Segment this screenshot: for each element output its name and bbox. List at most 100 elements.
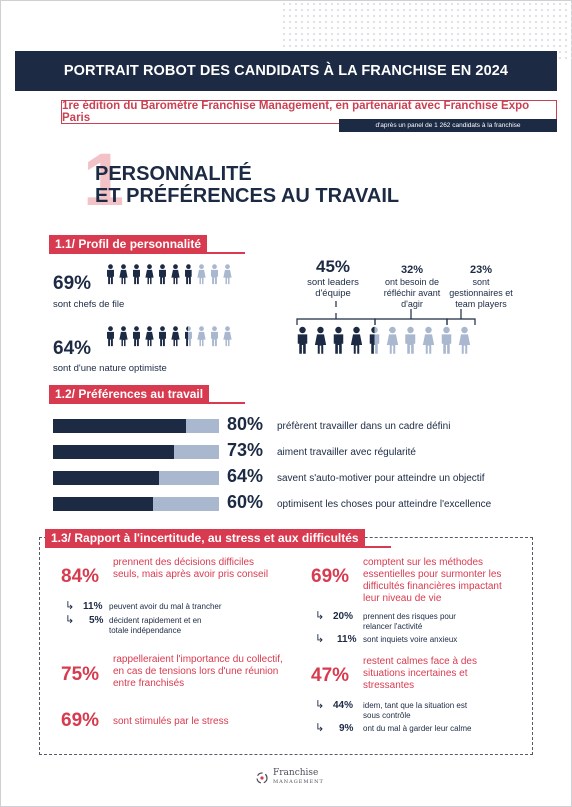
person-icon — [170, 325, 181, 347]
pref-label-3: savent s'auto-motiver pour atteindre un … — [277, 473, 485, 484]
sub-arrow-icon: ↳ — [315, 699, 325, 711]
person-icon — [385, 325, 400, 355]
pref-label-4: optimisent les choses pour atteindre l'e… — [277, 499, 492, 510]
pref-bar-3-fill — [53, 471, 160, 485]
pref-bar-3 — [53, 471, 219, 485]
person-icon — [349, 325, 364, 355]
person-icon — [105, 325, 116, 347]
person-icon — [157, 263, 168, 285]
group-brackets — [296, 301, 476, 325]
group-thinkers-pct: 32% — [400, 264, 424, 276]
person-icon — [118, 263, 129, 285]
right-sub-2b-label: ont du mal à garder leur calme — [363, 724, 472, 733]
section-number: 1 — [83, 138, 125, 221]
pref-bar-4-fill — [53, 497, 153, 511]
right-stat-1-pct: 69% — [311, 566, 350, 587]
person-icon — [421, 325, 436, 355]
person-icon — [367, 325, 382, 355]
page-title: PORTRAIT ROBOT DES CANDIDATS À LA FRANCH… — [15, 51, 557, 91]
person-icon — [222, 325, 233, 347]
sub-arrow-icon: ↳ — [315, 610, 325, 622]
right-sub-1a-label: prennent des risques pour relancer l'act… — [363, 612, 456, 631]
pref-bar-4 — [53, 497, 219, 511]
person-icon-row-leaders — [105, 263, 233, 285]
right-stat-1-label: comptent sur les méthodes essentielles p… — [363, 557, 502, 604]
uncertainty-heading: 1.3/ Rapport à l'incertitude, au stress … — [45, 529, 365, 546]
uncertainty-heading-underline — [45, 546, 391, 548]
bracket-thinkers — [374, 309, 448, 325]
group-leaders-label: sont leaders d'équipe — [307, 277, 359, 299]
right-sub-2a-pct: 44% — [333, 700, 354, 711]
left-stat-1-pct: 84% — [61, 566, 100, 587]
person-icon — [331, 325, 346, 355]
person-icon — [183, 263, 194, 285]
brand-logo: Franchise MANAGEMENT — [255, 769, 324, 787]
person-icon — [222, 263, 233, 285]
person-icon — [170, 263, 181, 285]
person-icon — [144, 263, 155, 285]
preferences-heading: 1.2/ Préférences au travail — [49, 385, 210, 402]
group-thinkers-label: ont besoin de réfléchir avant d'agir — [383, 277, 441, 309]
person-icon — [439, 325, 454, 355]
right-sub-2a-label: idem, tant que la situation est sous con… — [363, 701, 468, 720]
preferences-heading-underline — [49, 402, 245, 404]
source-note: d'après un panel de 1 262 candidats à la… — [339, 119, 557, 132]
section-title: PERSONNALITÉ ET PRÉFÉRENCES AU TRAVAIL — [95, 163, 399, 207]
person-icon — [118, 325, 129, 347]
left-sub-1b-pct: 5% — [89, 615, 104, 626]
pref-label-1: préfèrent travailler dans un cadre défin… — [277, 421, 451, 432]
person-icon-row-optimists — [105, 325, 233, 347]
person-icon — [209, 325, 220, 347]
stat-pct-leaders: 69% — [53, 273, 92, 294]
pref-pct-4: 60% — [227, 492, 264, 512]
sub-arrow-icon: ↳ — [65, 600, 75, 612]
left-stat-3-pct: 69% — [61, 710, 100, 731]
pref-bar-1 — [53, 419, 219, 433]
person-icon — [144, 325, 155, 347]
group-managers-pct: 23% — [469, 264, 493, 276]
pref-bar-2-fill — [53, 445, 175, 459]
group-managers: 23% sont gestionnaires et team players — [445, 263, 517, 310]
logo-line1: Franchise — [273, 768, 319, 778]
person-icon — [209, 263, 220, 285]
logo-line2: MANAGEMENT — [273, 779, 324, 785]
person-icon — [131, 325, 142, 347]
bracket-managers — [446, 309, 476, 325]
person-icon — [295, 325, 310, 355]
group-managers-label: sont gestionnaires et team players — [449, 277, 513, 309]
person-icon — [196, 325, 207, 347]
right-sub-2b-pct: 9% — [339, 723, 354, 734]
left-sub-1a-pct: 11% — [83, 601, 103, 612]
left-stat-2-label: rappelleraient l'importance du collectif… — [113, 654, 283, 689]
person-icon — [131, 263, 142, 285]
left-stat-2-pct: 75% — [61, 664, 100, 685]
section-title-line2: ET PRÉFÉRENCES AU TRAVAIL — [95, 185, 400, 207]
person-icon — [105, 263, 116, 285]
pref-pct-1: 80% — [227, 414, 264, 434]
person-icon — [183, 325, 194, 347]
bracket-leaders — [296, 301, 376, 325]
left-stat-1-label: prennent des décisions difficiles seuls,… — [113, 557, 269, 580]
right-sub-1a-pct: 20% — [333, 611, 354, 622]
logo-text: Franchise MANAGEMENT — [273, 769, 324, 787]
sub-arrow-icon: ↳ — [315, 722, 325, 734]
subtitle: 1re édition du Baromètre Franchise Manag… — [61, 100, 557, 124]
pref-label-2: aiment travailler avec régularité — [277, 447, 416, 458]
person-icon — [157, 325, 168, 347]
right-stat-2-pct: 47% — [311, 665, 350, 686]
pref-bar-1-fill — [53, 419, 186, 433]
stat-label-leaders: sont chefs de file — [53, 299, 125, 310]
pref-bar-2 — [53, 445, 219, 459]
group-leaders-pct: 45% — [315, 257, 351, 276]
stat-label-optimists: sont d'une nature optimiste — [53, 363, 167, 374]
right-stat-2-label: restent calmes face à des situations inc… — [363, 656, 477, 691]
profile-heading-underline — [49, 252, 245, 254]
person-icon — [313, 325, 328, 355]
logo-mark-icon — [256, 772, 268, 784]
person-icon-row-groups — [295, 325, 472, 355]
profile-heading: 1.1/ Profil de personnalité — [49, 235, 208, 252]
sub-arrow-icon: ↳ — [315, 633, 325, 645]
person-icon — [196, 263, 207, 285]
group-leaders: 45% sont leaders d'équipe — [295, 257, 371, 299]
group-thinkers: 32% ont besoin de réfléchir avant d'agir — [381, 263, 443, 310]
